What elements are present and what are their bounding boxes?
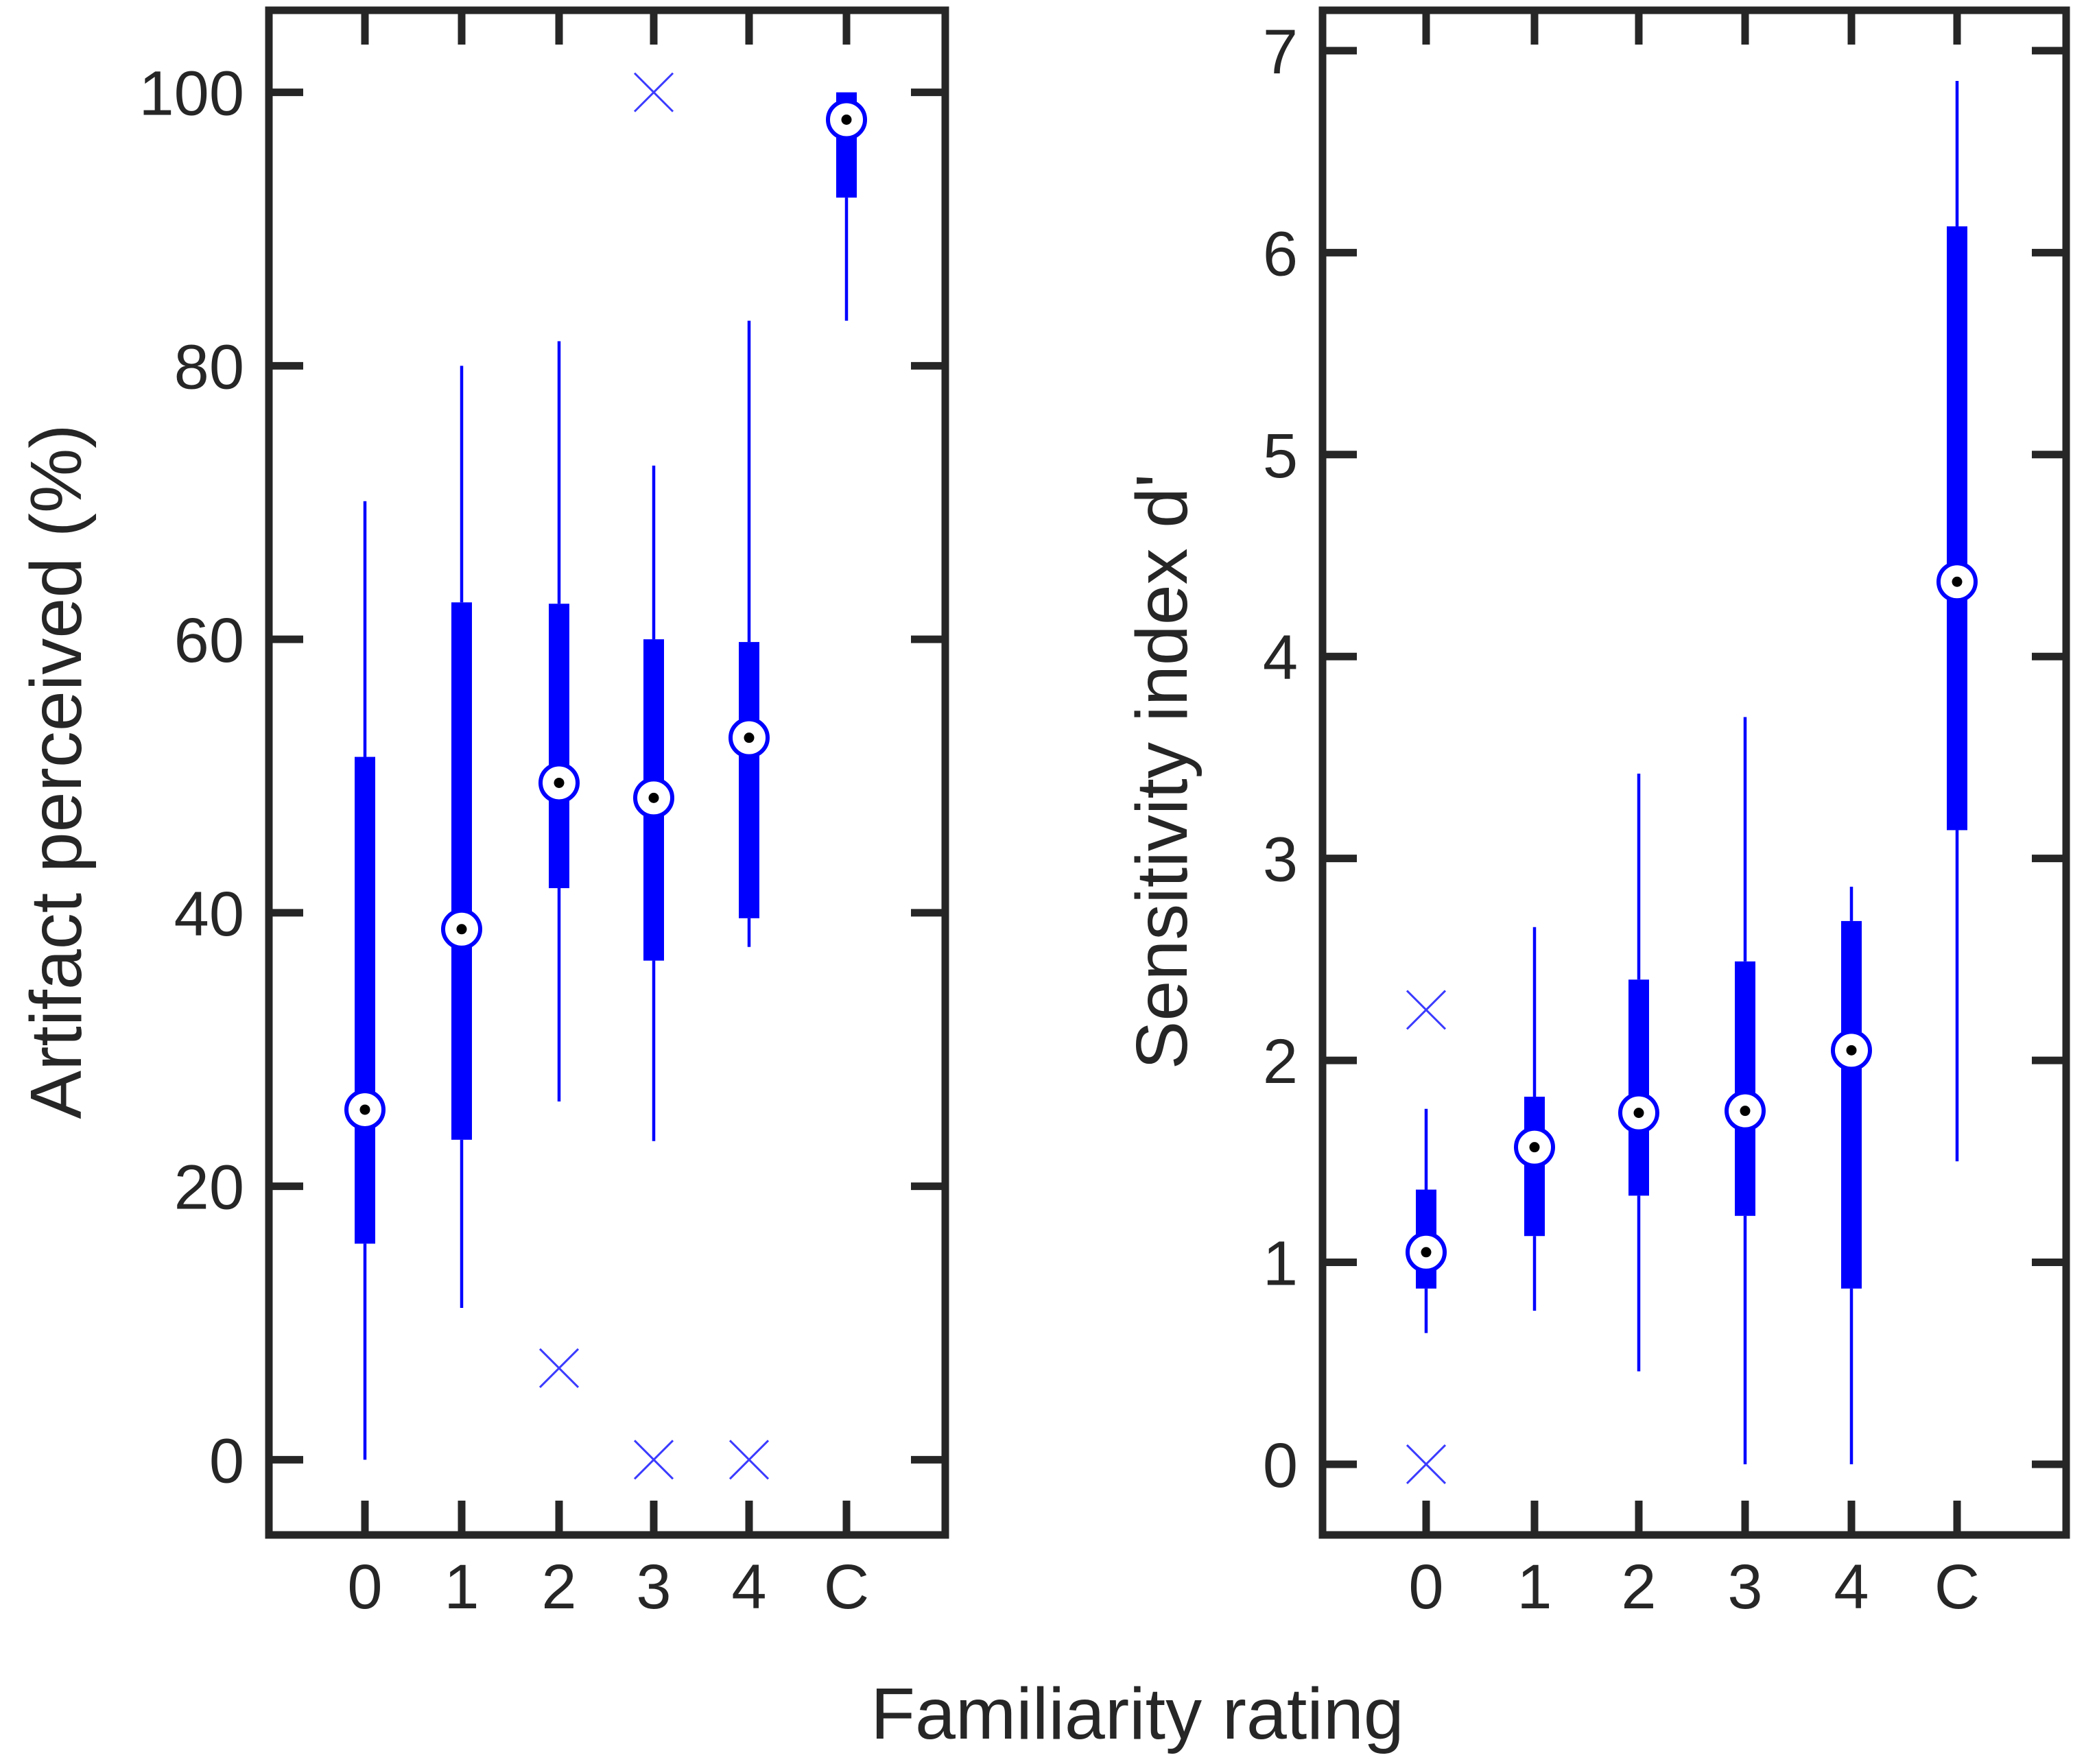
- box-group-2: [1618, 773, 1659, 1372]
- x-tick-label: 3: [1727, 1552, 1762, 1622]
- outlier-marker: [633, 1440, 674, 1480]
- outlier-stroke: [633, 72, 674, 112]
- x-tick-label: 0: [1408, 1552, 1443, 1622]
- median-dot: [359, 1104, 370, 1115]
- outlier-marker: [1406, 1444, 1447, 1485]
- median-dot: [648, 792, 659, 803]
- y-tick-label: 4: [1263, 623, 1298, 693]
- median-dot: [744, 732, 755, 743]
- y-tick-label: 0: [1263, 1431, 1298, 1501]
- y-tick-label: 6: [1263, 219, 1298, 289]
- y-tick-label: 20: [174, 1153, 244, 1223]
- y-tick-label: 100: [139, 59, 245, 129]
- box-group-4: [1831, 886, 1872, 1464]
- median-dot: [554, 777, 565, 788]
- iqr-box: [1947, 226, 1967, 831]
- y-axis-label: Sensitivity index d': [1122, 474, 1203, 1070]
- axes-frame: [1318, 6, 2070, 1539]
- median-dot: [1421, 1247, 1432, 1258]
- iqr-box: [549, 604, 569, 888]
- box-group-1: [1514, 927, 1555, 1311]
- x-tick-label: 1: [1517, 1552, 1552, 1622]
- x-tick-label: 1: [444, 1552, 479, 1622]
- outlier-stroke: [1406, 990, 1447, 1030]
- x-tick-label: 0: [347, 1552, 382, 1622]
- outlier-stroke: [728, 1440, 770, 1480]
- x-tick-label: 2: [541, 1552, 576, 1622]
- y-tick-label: 60: [174, 606, 244, 676]
- y-tick-label: 1: [1263, 1229, 1298, 1299]
- box-group-2: [538, 341, 580, 1388]
- outlier-marker: [728, 1440, 770, 1480]
- box-group-3: [633, 72, 674, 1480]
- iqr-box: [1628, 979, 1649, 1196]
- outlier-stroke: [633, 1440, 674, 1480]
- y-tick-label: 40: [174, 879, 244, 949]
- median-dot: [1846, 1045, 1857, 1056]
- y-tick-label: 5: [1263, 421, 1298, 491]
- outlier-marker: [633, 72, 674, 112]
- median-dot: [1952, 576, 1963, 587]
- shared-x-axis-label: Familiarity rating: [870, 1673, 1404, 1754]
- x-tick-label: C: [824, 1552, 869, 1622]
- x-tick-label: 3: [636, 1552, 671, 1622]
- median-dot: [1529, 1142, 1540, 1153]
- box-group-C: [826, 92, 867, 321]
- box-group-0: [344, 501, 386, 1460]
- outlier-marker: [1406, 990, 1447, 1030]
- iqr-box: [1841, 920, 1862, 1289]
- median-dot: [1633, 1108, 1644, 1119]
- axes-frame: [265, 6, 949, 1539]
- median-dot: [1740, 1106, 1751, 1117]
- x-tick-label: 2: [1621, 1552, 1656, 1622]
- outlier-marker: [538, 1348, 580, 1388]
- x-tick-label: 4: [731, 1552, 766, 1622]
- iqr-box: [1735, 961, 1755, 1216]
- y-tick-label: 3: [1263, 825, 1298, 895]
- iqr-box: [451, 602, 472, 1140]
- y-tick-label: 2: [1263, 1027, 1298, 1097]
- outlier-stroke: [538, 1348, 580, 1388]
- median-dot: [841, 114, 852, 125]
- y-tick-label: 7: [1263, 17, 1298, 87]
- box-group-3: [1725, 717, 1766, 1464]
- y-axis-label: Artifact perceived (%): [16, 424, 97, 1119]
- y-tick-label: 80: [174, 332, 244, 402]
- box-group-1: [441, 366, 482, 1309]
- iqr-box: [355, 756, 375, 1244]
- box-group-4: [728, 320, 770, 1480]
- y-tick-label: 0: [209, 1426, 244, 1496]
- box-group-C: [1936, 81, 1978, 1162]
- x-tick-label: C: [1934, 1552, 1980, 1622]
- box-group-0: [1406, 990, 1447, 1485]
- iqr-box: [739, 642, 759, 918]
- median-dot: [456, 924, 467, 935]
- outlier-stroke: [1406, 1444, 1447, 1485]
- x-tick-label: 4: [1834, 1552, 1869, 1622]
